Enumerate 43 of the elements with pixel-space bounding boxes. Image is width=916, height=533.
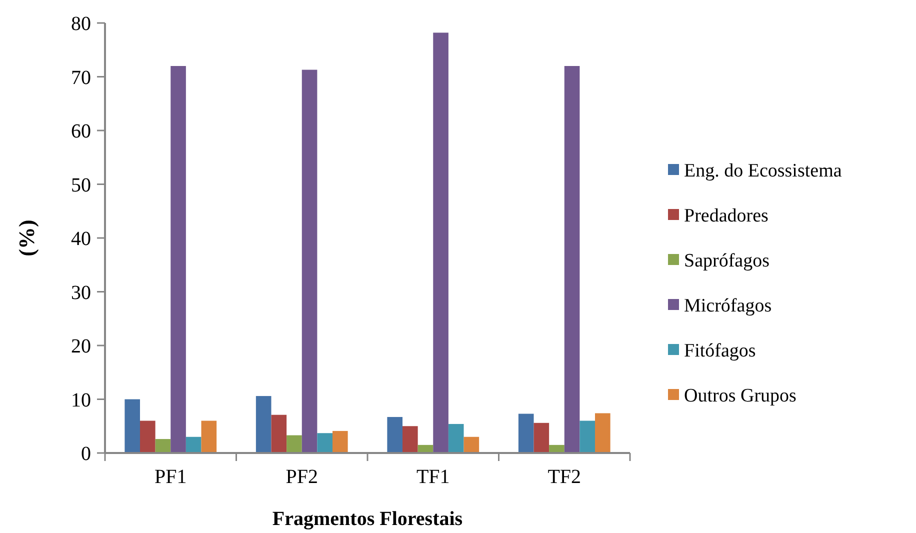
x-axis-title: Fragmentos Florestais [272, 508, 463, 530]
bar [170, 66, 186, 453]
bar [271, 414, 287, 453]
bar [124, 399, 140, 453]
bar [564, 66, 580, 453]
bar [286, 435, 302, 453]
bar [595, 413, 610, 453]
y-tick-label: 80 [71, 13, 91, 35]
y-tick-label: 50 [71, 174, 91, 196]
bar [140, 420, 156, 453]
bar [387, 416, 402, 453]
legend-label: Predadores [684, 206, 768, 227]
legend-label: Fitófagos [684, 340, 756, 362]
bar [256, 396, 272, 453]
bar [186, 436, 202, 453]
x-tick-label: TF1 [416, 466, 450, 488]
bar [433, 32, 448, 453]
bar [155, 439, 171, 453]
y-tick-label: 40 [71, 228, 91, 250]
y-tick-label: 70 [71, 66, 91, 89]
legend-label: Eng. do Ecossistema [684, 160, 842, 182]
y-tick-label: 0 [81, 443, 91, 465]
x-tick-label: PF1 [154, 466, 187, 488]
bar [317, 433, 332, 453]
bar [534, 422, 550, 453]
bar [518, 414, 534, 453]
bar [402, 426, 418, 453]
bar [332, 430, 348, 453]
y-axis-title: (%) [14, 220, 39, 256]
y-tick-label: 60 [71, 120, 91, 142]
y-tick-label: 10 [71, 389, 91, 412]
bar [201, 420, 217, 453]
bar [302, 70, 318, 453]
legend-label: Micrófagos [684, 296, 772, 317]
bar [580, 420, 595, 453]
bar [464, 436, 480, 453]
bar [448, 424, 464, 453]
x-tick-label: PF2 [286, 466, 318, 488]
legend-label: Saprófagos [684, 250, 770, 272]
y-tick-label: 20 [71, 336, 91, 358]
x-tick-label: TF2 [548, 466, 582, 488]
legend-label: Outros Grupos [684, 386, 796, 407]
y-tick-label: 30 [71, 282, 91, 304]
